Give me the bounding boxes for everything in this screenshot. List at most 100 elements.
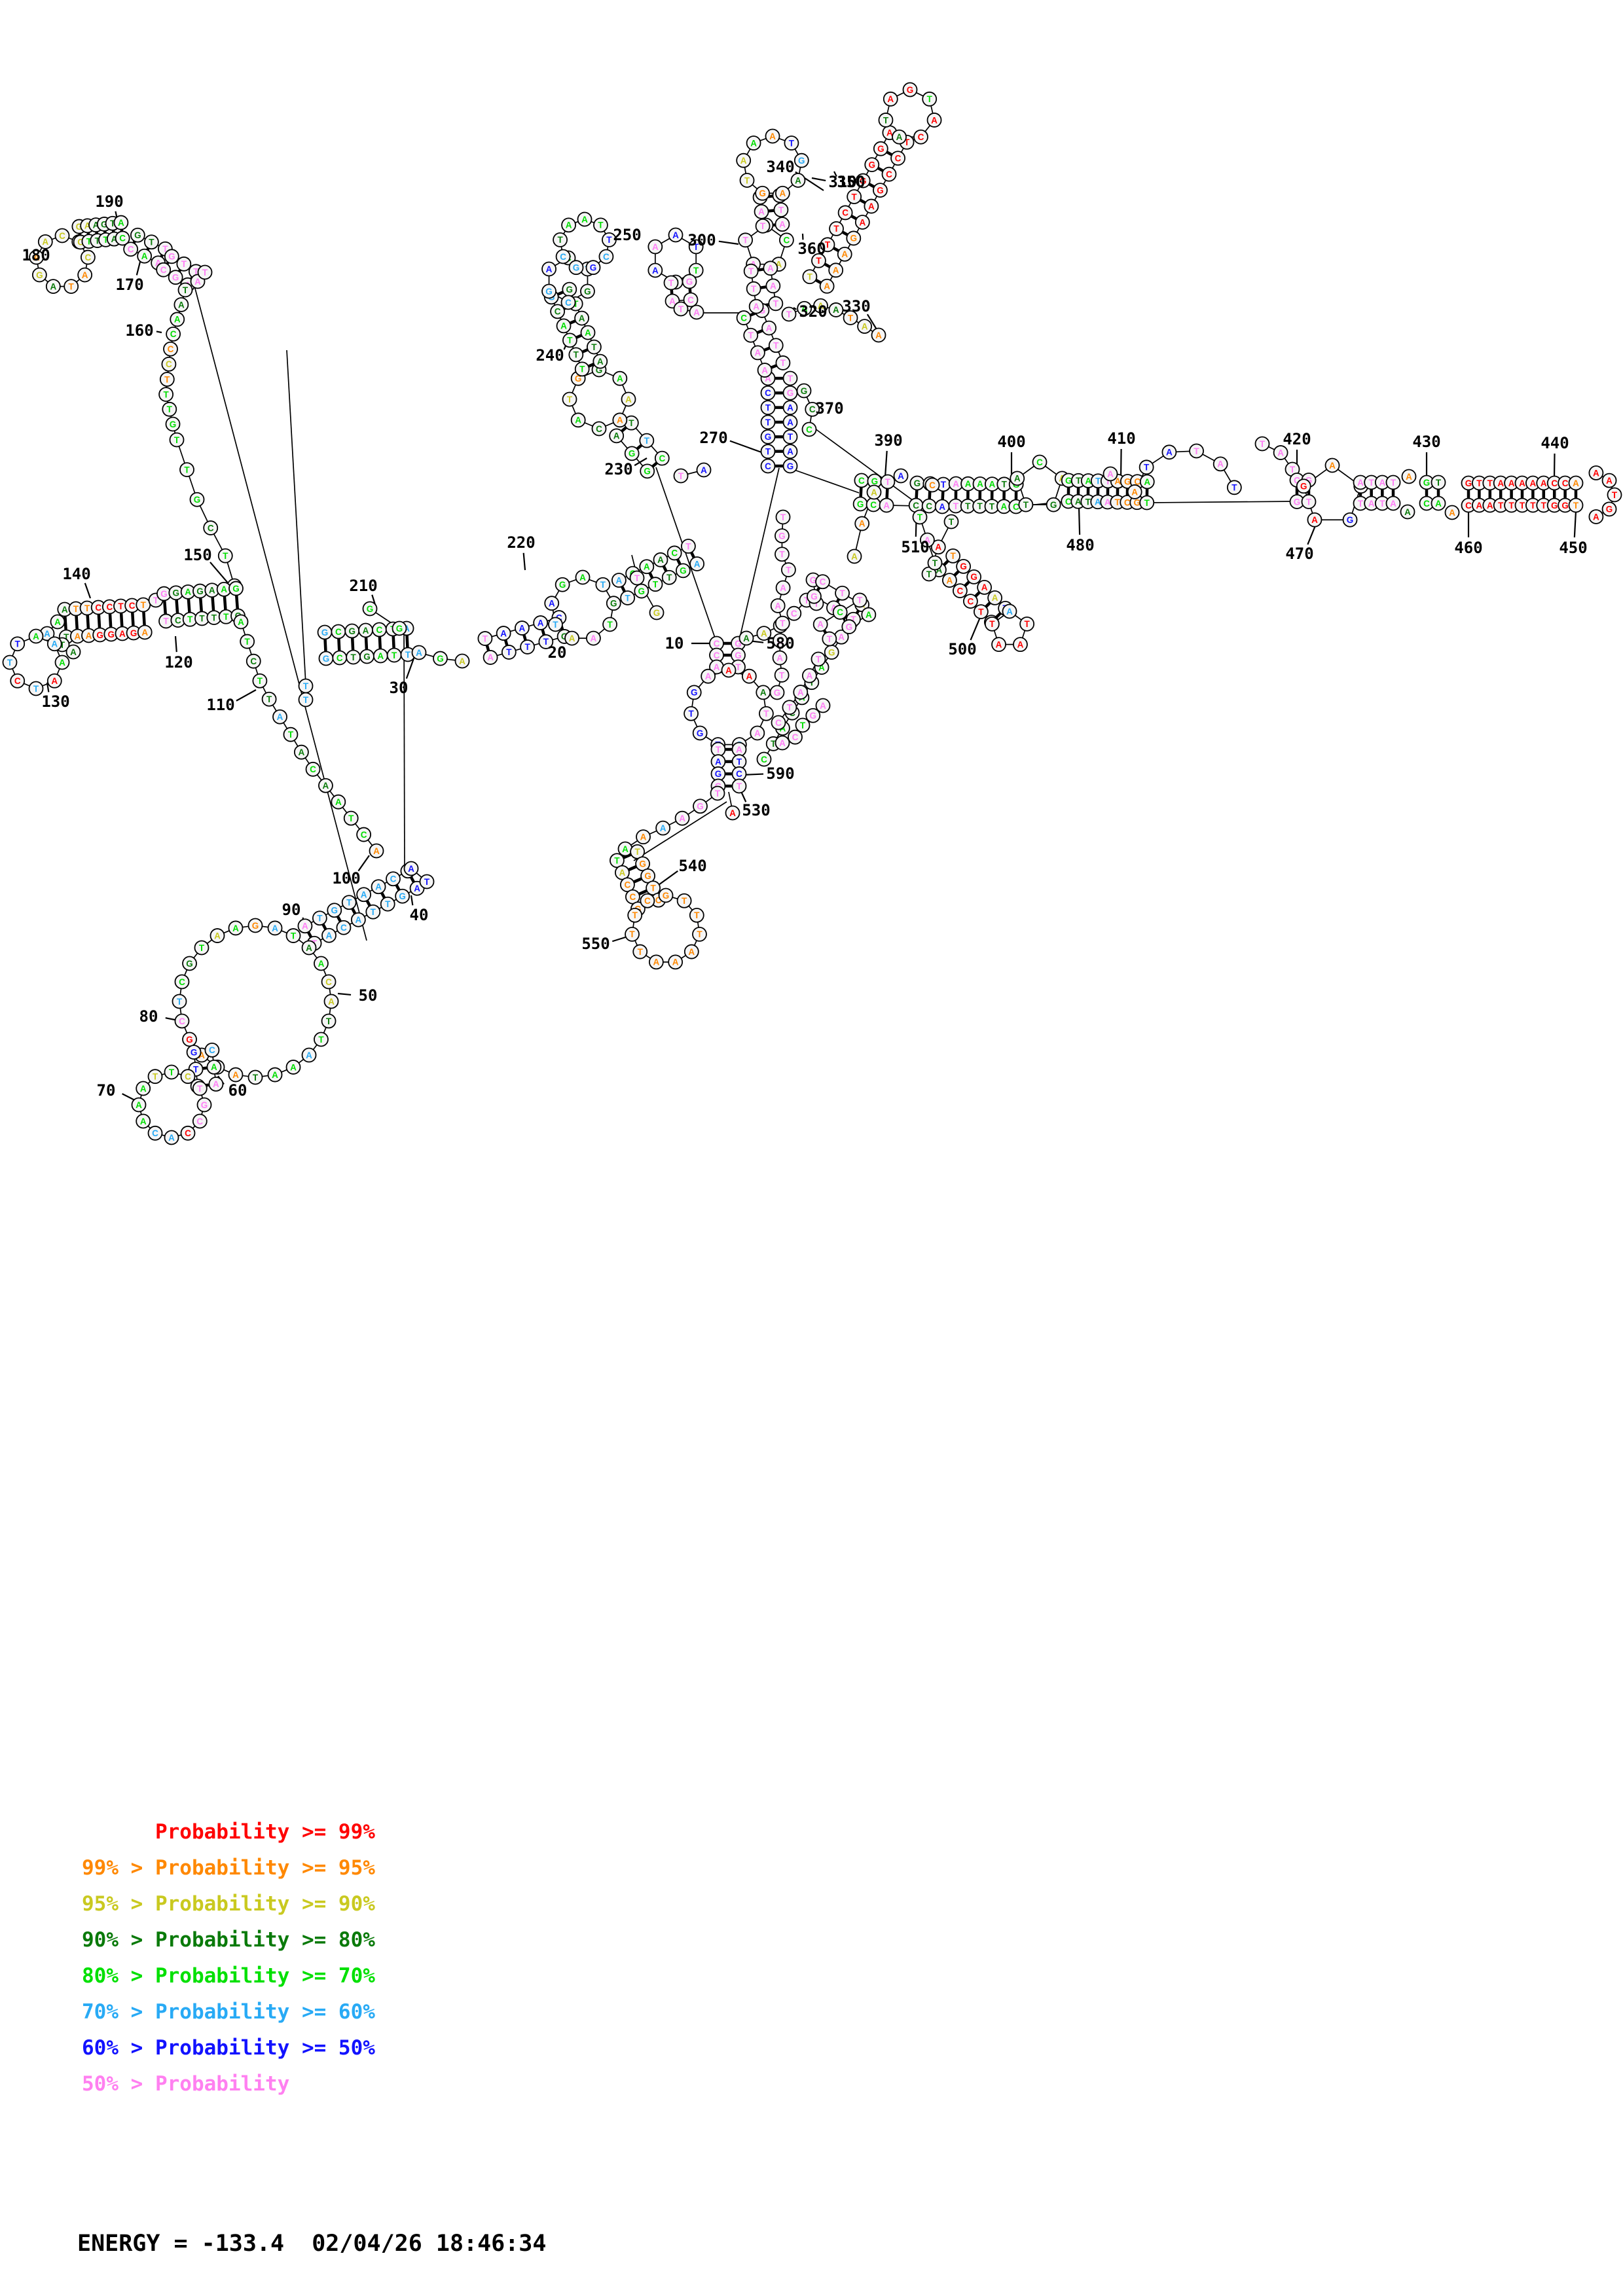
nucleotide-letter: G — [1606, 505, 1613, 514]
nucleotide-circle — [285, 1060, 301, 1075]
nucleotide-letter: T — [169, 1067, 175, 1077]
nucleotide-letter: T — [149, 238, 155, 247]
backbone-line — [788, 467, 860, 493]
nucleotide-letter: G — [639, 859, 646, 869]
nucleotide-circle — [123, 242, 139, 257]
nucleotide-letter: C — [870, 500, 877, 510]
nucleotide-circle — [180, 1125, 196, 1141]
nucleotide-letter: C — [1294, 475, 1300, 485]
nucleotide-circle — [676, 893, 692, 908]
nucleotide-letter: G — [787, 461, 794, 471]
legend-entry: 70% > Probability >= 60% — [82, 2000, 375, 2024]
nucleotide-circle — [541, 283, 556, 299]
nucleotide-letter: C — [655, 895, 662, 905]
nucleotide-circle — [973, 604, 989, 620]
residue-label: 10 — [665, 634, 684, 653]
nucleotide-letter: C — [1124, 497, 1131, 507]
nucleotide-letter: G — [846, 622, 853, 632]
nucleotide-circle — [781, 562, 796, 577]
legend-entry: Probability >= 99% — [82, 1820, 375, 1844]
nucleotide-letter: C — [14, 676, 21, 686]
nucleotide-letter: C — [1551, 478, 1558, 488]
nucleotide-circle — [759, 706, 774, 721]
nucleotide-letter: A — [758, 207, 765, 217]
nucleotide-circle — [162, 401, 177, 417]
nucleotide-letter: G — [575, 374, 582, 384]
residue-label: 400 — [997, 433, 1025, 451]
nucleotide-letter: T — [885, 477, 891, 487]
nucleotide-letter: T — [804, 596, 810, 605]
nucleotide-circle — [591, 421, 607, 437]
nucleotide-letter: T — [95, 236, 101, 245]
residue-label: 550 — [581, 935, 610, 953]
nucleotide-letter: A — [807, 671, 813, 681]
nucleotide-letter: G — [96, 630, 103, 640]
nucleotide-circle — [748, 298, 764, 314]
nucleotide-letter: A — [221, 584, 227, 594]
nucleotide-letter: T — [857, 596, 863, 605]
nucleotide-letter: A — [59, 658, 65, 668]
label-leader-line — [1078, 507, 1081, 535]
nucleotide-letter: A — [622, 844, 629, 854]
nucleotide-letter: A — [669, 296, 676, 306]
nucleotide-circle — [568, 260, 584, 276]
nucleotide-circle — [775, 615, 790, 631]
nucleotide-letter: T — [941, 480, 947, 490]
nucleotide-circle — [756, 751, 772, 767]
nucleotide-letter: A — [213, 1079, 219, 1089]
nucleotide-circle — [1444, 505, 1460, 520]
nucleotide-letter: T — [688, 709, 694, 719]
label-leader-line — [1120, 448, 1122, 480]
nucleotide-letter: G — [561, 632, 568, 641]
nucleotide-letter: T — [73, 604, 79, 614]
nucleotide-letter: T — [266, 694, 272, 704]
nucleotide-circle — [247, 1069, 263, 1085]
nucleotide-circle — [46, 636, 62, 652]
nucleotide-letter: G — [1551, 501, 1558, 511]
nucleotide-letter: G — [367, 604, 374, 614]
nucleotide-circle — [196, 1097, 212, 1113]
residue-label: 300 — [687, 231, 716, 249]
nucleotide-circle — [228, 920, 244, 936]
nucleotide-letter: T — [574, 350, 579, 360]
nucleotide-letter: T — [405, 650, 411, 660]
nucleotide-circle — [984, 616, 1000, 632]
nucleotide-letter: T — [245, 637, 251, 647]
backbone-line — [738, 467, 780, 644]
nucleotide-circle — [350, 912, 366, 927]
residue-label: 80 — [139, 1007, 158, 1026]
nucleotide-circle — [689, 907, 704, 923]
nucleotide-letter: A — [361, 890, 367, 900]
nucleotide-circle — [782, 458, 798, 474]
nucleotide-letter: A — [625, 395, 632, 404]
nucleotide-circle — [854, 215, 870, 230]
residue-label: 530 — [742, 801, 770, 819]
nucleotide-letter: T — [543, 637, 549, 647]
nucleotide-letter: A — [1017, 639, 1024, 649]
nucleotide-letter: T — [567, 395, 573, 404]
residue-label: 230 — [604, 460, 632, 478]
nucleotide-letter: A — [1406, 472, 1412, 482]
nucleotide-letter: T — [223, 551, 228, 561]
nucleotide-circle — [778, 232, 794, 248]
nucleotide-letter: A — [363, 626, 369, 636]
nucleotide-circle — [755, 218, 771, 234]
nucleotide-circle — [1002, 603, 1017, 619]
residue-label: 190 — [95, 192, 123, 211]
nucleotide-letter: A — [765, 374, 771, 384]
legend-entry: 95% > Probability >= 90% — [82, 1892, 375, 1916]
nucleotide-circle — [765, 128, 780, 144]
nucleotide-circle — [763, 260, 778, 276]
nucleotide-letter: C — [185, 1128, 191, 1138]
nucleotide-letter: T — [181, 259, 187, 269]
nucleotide-letter: A — [140, 1117, 147, 1126]
nucleotide-circle — [688, 239, 704, 255]
nucleotide-circle — [598, 249, 614, 264]
nucleotide-circle — [866, 484, 882, 500]
nucleotide-letter: C — [1036, 457, 1043, 467]
nucleotide-letter: T — [989, 619, 995, 629]
nucleotide-letter: G — [173, 588, 180, 598]
nucleotide-letter: T — [978, 607, 984, 617]
nucleotide-circle — [10, 636, 26, 652]
nucleotide-letter: A — [377, 651, 384, 661]
